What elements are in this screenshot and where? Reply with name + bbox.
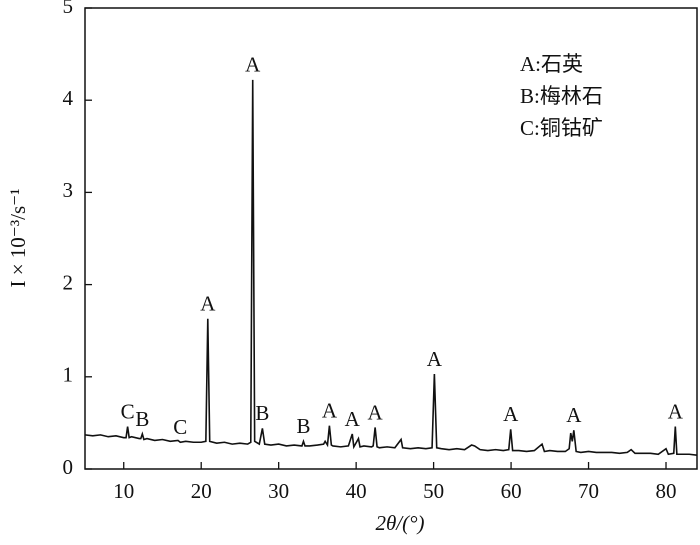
peak-label: B (135, 407, 149, 431)
data-line (84, 79, 698, 456)
peak-label: C (173, 415, 187, 439)
legend-text: C:铜钴矿 (520, 116, 603, 140)
peak-label: C (121, 399, 135, 423)
x-tick-label: 30 (268, 479, 289, 503)
peak-label: A (368, 400, 384, 424)
y-tick-label: 3 (63, 178, 74, 202)
x-tick-label: 70 (578, 479, 599, 503)
y-tick-label: 1 (63, 363, 74, 387)
peak-label: A (345, 407, 361, 431)
x-tick-label: 80 (656, 479, 677, 503)
legend-text: B:梅林石 (520, 84, 603, 108)
y-axis-label: I × 10⁻³/s⁻¹ (6, 188, 30, 287)
peak-label: A (200, 292, 216, 316)
x-tick-label: 50 (423, 479, 444, 503)
peak-label: A (566, 403, 582, 427)
x-tick-label: 60 (501, 479, 522, 503)
y-tick-label: 2 (63, 270, 74, 294)
y-tick-label: 0 (63, 455, 74, 479)
peak-label: A (427, 347, 443, 371)
y-tick-label: 4 (63, 86, 74, 110)
x-tick-label: 20 (191, 479, 212, 503)
x-tick-label: 10 (113, 479, 134, 503)
peak-label: A (503, 402, 519, 426)
peak-label: B (296, 414, 310, 438)
legend-text: A:石英 (520, 52, 583, 76)
peak-label: A (668, 399, 684, 423)
y-tick-label: 5 (63, 0, 74, 18)
peak-label: A (322, 398, 338, 422)
peak-label: B (255, 401, 269, 425)
peak-label: A (245, 53, 261, 77)
plot-frame (84, 7, 698, 470)
x-tick-label: 40 (346, 479, 367, 503)
x-axis-label: 2θ/(°) (375, 511, 424, 535)
